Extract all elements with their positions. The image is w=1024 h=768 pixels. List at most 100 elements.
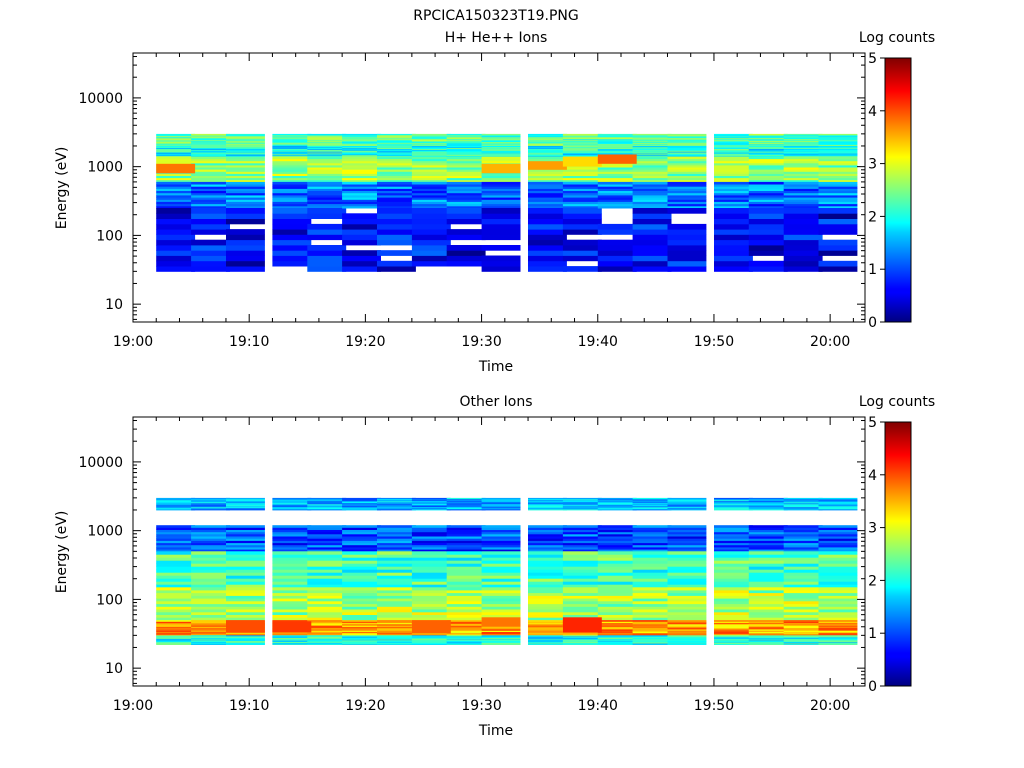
- heatmap-cell: [226, 620, 265, 622]
- heatmap-cell: [226, 581, 265, 585]
- heatmap-cell: [667, 167, 707, 170]
- colorbar-tick-label: 4: [868, 104, 877, 120]
- heatmap-cell: [714, 578, 753, 582]
- heatmap-cell: [191, 595, 230, 599]
- heatmap-cell: [714, 181, 753, 185]
- heatmap-cell: [632, 581, 672, 585]
- heatmap-cell: [307, 501, 347, 504]
- heatmap-cell: [528, 614, 567, 618]
- heatmap-cell: [783, 554, 823, 558]
- heatmap-cell: [446, 140, 486, 143]
- heatmap-cell: [446, 632, 486, 635]
- heatmap-cell: [481, 626, 521, 629]
- heatmap-cell: [748, 195, 788, 198]
- heatmap-cell: [597, 499, 637, 502]
- heatmap-cell: [377, 162, 416, 166]
- heatmap-cell: [226, 147, 265, 149]
- heatmap-cell: [446, 617, 486, 621]
- heatmap-cell: [226, 154, 265, 157]
- heatmap-cell: [783, 213, 823, 219]
- heatmap-cell: [191, 173, 230, 176]
- heatmap-cell: [226, 529, 265, 533]
- heatmap-cell: [597, 148, 637, 150]
- heatmap-cell: [226, 640, 265, 642]
- heatmap-cell: [714, 549, 753, 552]
- heatmap-cell: [597, 150, 637, 152]
- heatmap-cell: [446, 173, 486, 176]
- heatmap-cell: [632, 498, 672, 501]
- heatmap-cell: [597, 632, 637, 635]
- heatmap-cell: [562, 140, 602, 143]
- heatmap-cell: [597, 572, 637, 576]
- heatmap-cell: [667, 531, 707, 535]
- heatmap-cell: [377, 629, 416, 631]
- heatmap-cell: [597, 500, 637, 503]
- heatmap-cell: [226, 177, 265, 181]
- heatmap-cell: [307, 184, 347, 187]
- heatmap-cell: [272, 635, 312, 637]
- heatmap-cell: [748, 611, 788, 615]
- heatmap-cell: [597, 606, 637, 610]
- heatmap-cell: [191, 598, 230, 602]
- y-axis-label: Energy (eV): [54, 147, 70, 230]
- heatmap-cell: [446, 153, 486, 156]
- heatmap-cell: [307, 503, 347, 506]
- heatmap-cell: [597, 502, 637, 505]
- heatmap-cell: [411, 554, 451, 558]
- heatmap-cell: [156, 154, 196, 157]
- heatmap-cell: [748, 156, 788, 160]
- heatmap-cell: [191, 201, 230, 205]
- heatmap-cell: [446, 162, 486, 166]
- heatmap-cell: [748, 620, 788, 622]
- x-tick-label: 19:00: [113, 698, 153, 714]
- heatmap-cell: [307, 188, 347, 191]
- heatmap-cell: [446, 155, 486, 157]
- heatmap-cell: [748, 181, 788, 185]
- heatmap-cell: [481, 152, 521, 154]
- heatmap-cell: [667, 255, 707, 262]
- heatmap-cell: [748, 631, 788, 634]
- heatmap-cell: [597, 171, 637, 174]
- heatmap-cell: [411, 506, 451, 509]
- heatmap-cell: [818, 138, 858, 141]
- heatmap-cell: [272, 234, 312, 241]
- heatmap-cell: [377, 167, 416, 170]
- heatmap-cell: [783, 632, 823, 635]
- heatmap-cell: [481, 587, 521, 591]
- heatmap-cell: [597, 640, 637, 642]
- heatmap-cell: [226, 229, 265, 235]
- heatmap-cell: [272, 637, 312, 639]
- heatmap-cell: [307, 142, 347, 145]
- heatmap-cell: [818, 250, 858, 256]
- heatmap-cell: [481, 531, 521, 535]
- heatmap-cell: [446, 527, 486, 530]
- heatmap-cell: [748, 501, 788, 504]
- heatmap-cell: [562, 575, 602, 579]
- heatmap-cell: [562, 505, 602, 508]
- heatmap-cell: [481, 505, 521, 508]
- heatmap-cell: [272, 213, 312, 219]
- heatmap-cell: [156, 572, 196, 576]
- heatmap-cell: [411, 498, 451, 501]
- heatmap-cell: [411, 134, 451, 137]
- heatmap-cell: [307, 641, 347, 643]
- heatmap-cell: [481, 184, 521, 187]
- heatmap-cell: [667, 621, 707, 624]
- heatmap-cell: [342, 255, 381, 262]
- heatmap-cell: [748, 136, 788, 139]
- heatmap-cell: [307, 208, 347, 214]
- heatmap-cell: [818, 155, 858, 157]
- heatmap-cell: [632, 643, 672, 645]
- heatmap-cell: [411, 143, 451, 146]
- heatmap-cell: [342, 169, 381, 172]
- heatmap-cell: [191, 626, 230, 629]
- heatmap-cell: [818, 266, 858, 272]
- heatmap-cell: [528, 609, 567, 613]
- heatmap-cell: [481, 197, 521, 200]
- heatmap-cell: [191, 631, 230, 634]
- heatmap-cell: [714, 156, 753, 160]
- heatmap-cell: [342, 592, 381, 596]
- heatmap-cell: [481, 143, 521, 146]
- heatmap-cell: [562, 255, 602, 262]
- heatmap-cell: [481, 538, 521, 541]
